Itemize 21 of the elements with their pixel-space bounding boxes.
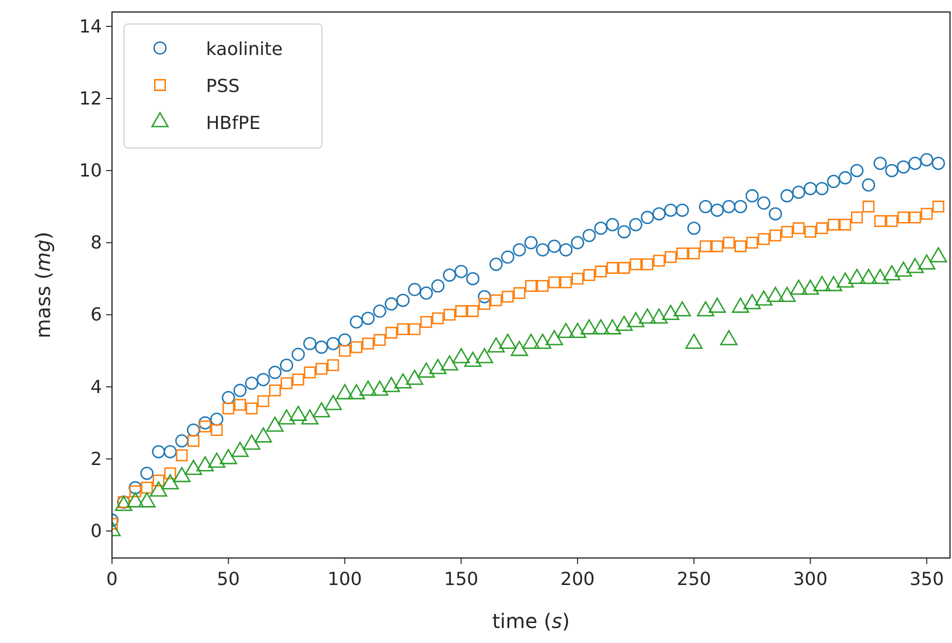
y-tick-label: 12 — [79, 88, 102, 110]
x-axis-title: time (s) — [492, 609, 570, 633]
x-tick-label: 300 — [793, 569, 828, 590]
x-tick-label: 50 — [216, 569, 240, 590]
y-tick-label: 4 — [90, 376, 102, 398]
y-tick-label: 6 — [90, 304, 102, 326]
legend-label: PSS — [206, 76, 240, 97]
y-tick-label: 8 — [90, 232, 102, 254]
y-tick-label: 0 — [90, 520, 102, 542]
x-tick-label: 200 — [560, 569, 595, 590]
x-tick-label: 0 — [106, 569, 118, 590]
y-tick-label: 14 — [79, 16, 102, 38]
legend-label: HBfPE — [206, 113, 260, 134]
x-tick-label: 100 — [328, 569, 362, 590]
y-axis-title: mass (mg) — [31, 232, 55, 338]
y-tick-label: 2 — [90, 448, 102, 470]
x-tick-label: 150 — [444, 569, 478, 590]
x-tick-label: 350 — [910, 569, 944, 590]
y-tick-label: 10 — [79, 160, 102, 182]
x-tick-label: 250 — [676, 569, 712, 590]
legend-label: kaolinite — [206, 39, 283, 60]
